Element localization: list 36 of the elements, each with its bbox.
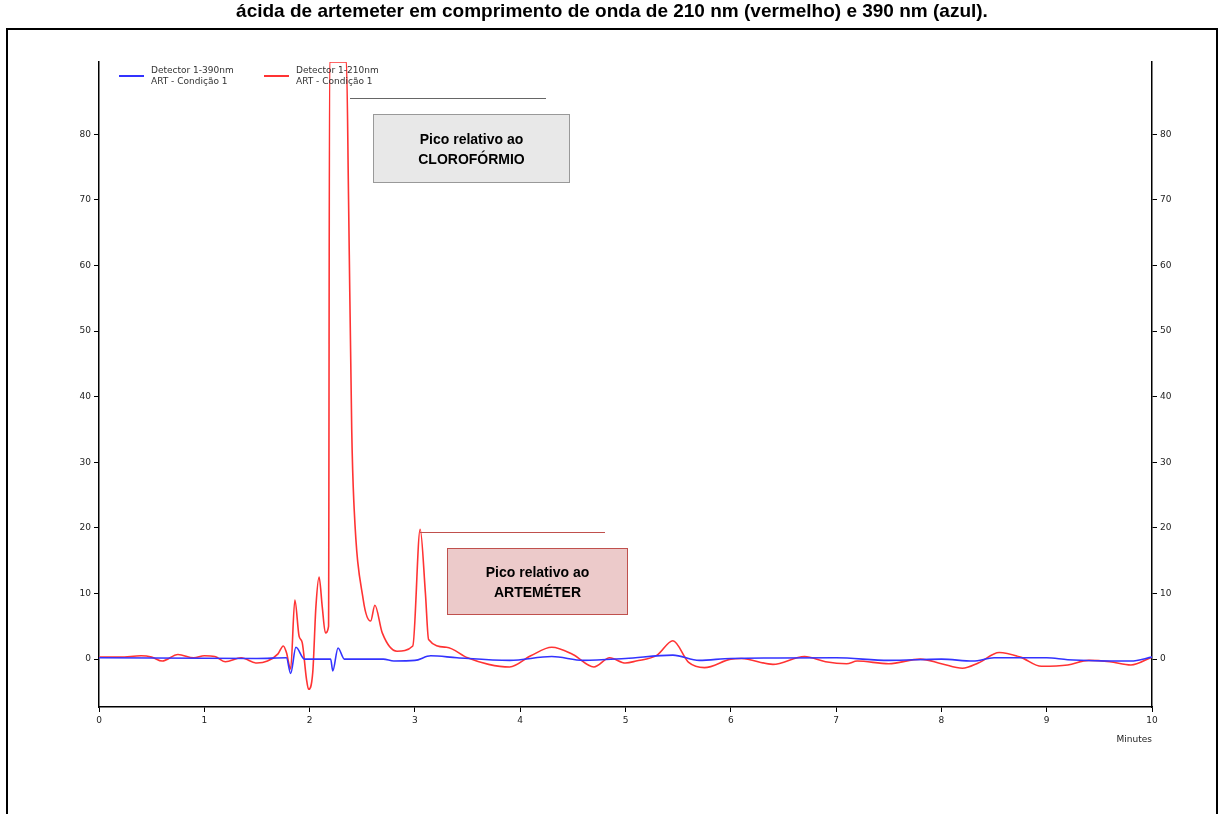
y2-tick-label: 30 xyxy=(1160,456,1172,467)
x-tick-label: 9 xyxy=(1043,714,1050,725)
x-tick-label: 5 xyxy=(622,714,629,725)
x-tick-label: 10 xyxy=(1146,714,1158,725)
y-tick-label: 50 xyxy=(79,325,92,336)
y-tick-label: 10 xyxy=(79,587,92,598)
y2-tick-label: 0 xyxy=(1160,653,1166,664)
y2-tick-label: 80 xyxy=(1160,128,1172,139)
x-tick-label: 8 xyxy=(938,714,945,725)
line-series xyxy=(99,62,1152,691)
y2-tick-label: 60 xyxy=(1160,259,1172,270)
y2-tick-label: 50 xyxy=(1160,325,1172,336)
y-tick-label: 40 xyxy=(79,390,92,401)
line-series xyxy=(99,646,1152,675)
x-tick-label: 3 xyxy=(412,714,418,725)
y2-tick-label: 20 xyxy=(1160,522,1172,533)
y-tick-label: 70 xyxy=(79,194,92,205)
y2-tick-label: 10 xyxy=(1160,587,1172,598)
y2-tick-label: 70 xyxy=(1160,194,1172,205)
x-axis-title: Minutes xyxy=(1116,733,1153,744)
annotation: Pico relativo ao ARTEMÉTER xyxy=(447,548,628,615)
y2-tick-label: 40 xyxy=(1160,390,1172,401)
annotation: Pico relativo ao CLOROFÓRMIO xyxy=(373,114,570,183)
y-tick-label: 60 xyxy=(79,259,92,270)
x-tick-label: 0 xyxy=(96,714,103,725)
y-tick-label: 80 xyxy=(79,128,92,139)
x-tick-label: 2 xyxy=(306,714,313,725)
y-tick-label: 30 xyxy=(79,456,92,467)
chart-title: ácida de artemeter em comprimento de onda de 210 nm (vermelho) e 390 nm (azul). xyxy=(235,0,989,22)
x-tick-label: 1 xyxy=(201,714,208,725)
legend-label: Detector 1-390nm ART - Condição 1 xyxy=(151,64,234,86)
x-tick-label: 6 xyxy=(727,714,734,725)
x-tick-label: 4 xyxy=(517,714,524,725)
x-tick-label: 7 xyxy=(833,714,839,725)
y-tick-label: 20 xyxy=(79,522,92,533)
y-tick-label: 0 xyxy=(85,653,92,664)
